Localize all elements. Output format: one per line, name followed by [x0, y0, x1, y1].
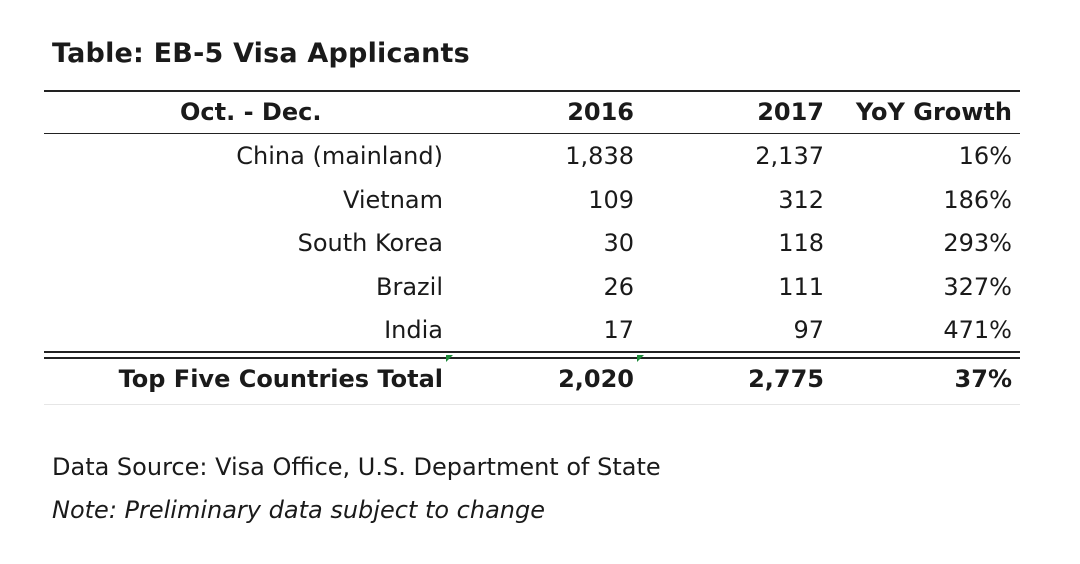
row-value-growth: 16% [958, 142, 1012, 170]
row-value-2016: 26 [603, 273, 634, 301]
total-value-2016: 2,020 [558, 365, 634, 393]
row-label: South Korea [297, 229, 443, 257]
top-rule [44, 90, 1020, 92]
row-label: China (mainland) [236, 142, 443, 170]
row-value-growth: 327% [943, 273, 1012, 301]
column-header-2017: 2017 [757, 98, 824, 126]
table-title: Table: EB-5 Visa Applicants [52, 38, 470, 69]
cell-marker-icon [637, 355, 644, 362]
total-value-growth: 37% [954, 365, 1012, 393]
row-value-growth: 293% [943, 229, 1012, 257]
column-header-2016: 2016 [567, 98, 634, 126]
total-double-rule-upper [44, 351, 1020, 353]
row-value-2017: 97 [793, 316, 824, 344]
row-value-2017: 312 [778, 186, 824, 214]
row-value-2017: 118 [778, 229, 824, 257]
data-source-text: Data Source: Visa Office, U.S. Departmen… [52, 453, 661, 481]
row-value-2016: 109 [588, 186, 634, 214]
row-label: India [384, 316, 443, 344]
row-value-growth: 186% [943, 186, 1012, 214]
total-label: Top Five Countries Total [118, 365, 443, 393]
row-value-2017: 2,137 [755, 142, 824, 170]
total-double-rule-lower [44, 357, 1020, 359]
note-text: Note: Preliminary data subject to change [52, 496, 545, 524]
header-rule [44, 133, 1020, 134]
cell-marker-icon [446, 355, 453, 362]
row-value-2017: 111 [778, 273, 824, 301]
row-label: Brazil [376, 273, 443, 301]
total-value-2017: 2,775 [748, 365, 824, 393]
row-value-2016: 1,838 [565, 142, 634, 170]
row-value-growth: 471% [943, 316, 1012, 344]
column-header-yoy-growth: YoY Growth [855, 98, 1012, 126]
row-value-2016: 17 [603, 316, 634, 344]
bottom-rule [44, 404, 1020, 405]
row-label: Vietnam [342, 186, 443, 214]
column-header-period: Oct. - Dec. [180, 98, 322, 126]
row-value-2016: 30 [603, 229, 634, 257]
